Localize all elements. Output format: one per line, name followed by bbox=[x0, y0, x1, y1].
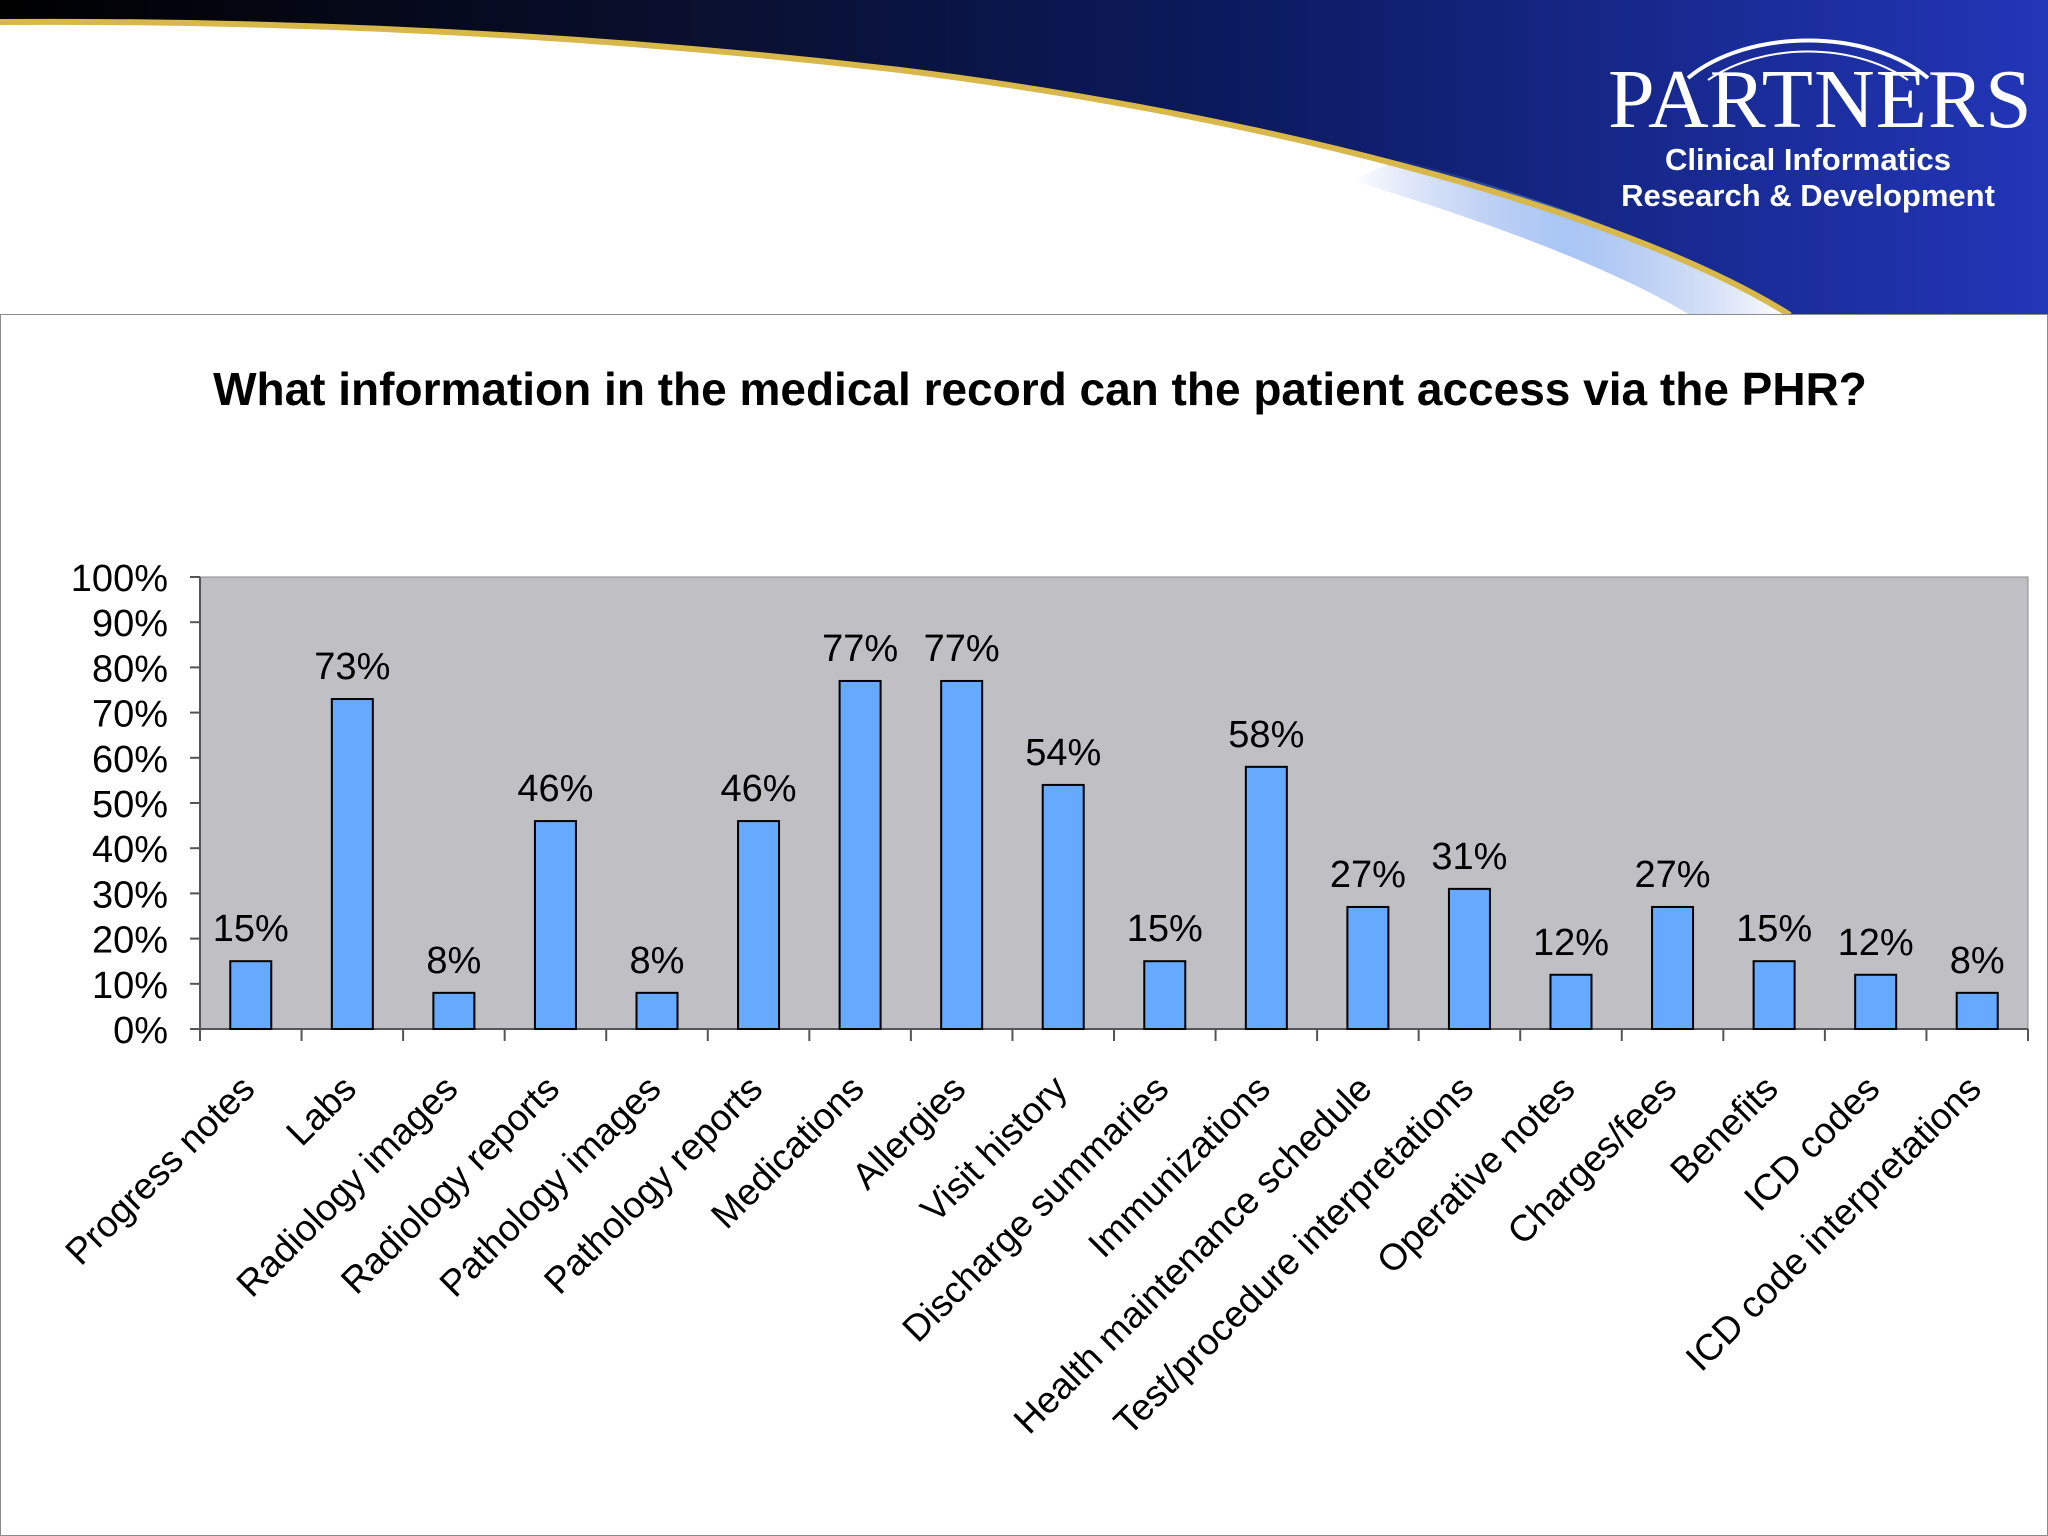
y-tick-label: 100% bbox=[71, 558, 168, 600]
data-label: 15% bbox=[1127, 908, 1203, 950]
partners-logo: PARTNERS Clinical Informatics Research &… bbox=[1608, 28, 2033, 214]
plot-area bbox=[199, 576, 2029, 1030]
chart-title: What information in the medical record c… bbox=[213, 363, 1867, 415]
data-label: 27% bbox=[1330, 854, 1406, 896]
data-label: 8% bbox=[426, 940, 481, 982]
bar bbox=[1854, 973, 1898, 1031]
bar bbox=[1447, 887, 1491, 1030]
y-tick-label: 80% bbox=[92, 648, 168, 690]
data-label: 46% bbox=[721, 768, 797, 810]
bar bbox=[1549, 973, 1593, 1031]
bar bbox=[330, 698, 374, 1030]
data-label: 54% bbox=[1025, 732, 1101, 774]
data-label: 27% bbox=[1635, 854, 1711, 896]
data-label: 46% bbox=[517, 768, 593, 810]
bar bbox=[838, 679, 882, 1031]
logo-brand: PARTNERS bbox=[1608, 53, 2033, 146]
bar bbox=[229, 960, 273, 1031]
y-tick-label: 10% bbox=[92, 965, 168, 1007]
bar bbox=[737, 820, 781, 1031]
bar bbox=[1041, 783, 1085, 1030]
bar bbox=[1346, 905, 1390, 1031]
y-tick-label: 20% bbox=[92, 920, 168, 962]
data-label: 15% bbox=[213, 908, 289, 950]
banner-photo-strip bbox=[1350, 160, 1790, 315]
bar bbox=[1143, 960, 1187, 1031]
logo-subtitle-2: Research & Development bbox=[1621, 178, 1995, 213]
y-tick-label: 70% bbox=[92, 694, 168, 736]
logo-arc-icon bbox=[1686, 38, 1930, 81]
x-category-label: Immunizations bbox=[1080, 1068, 1278, 1266]
y-tick-label: 90% bbox=[92, 603, 168, 645]
bar bbox=[1752, 960, 1796, 1031]
data-label: 77% bbox=[924, 628, 1000, 670]
y-tick-label: 30% bbox=[92, 874, 168, 916]
data-label: 73% bbox=[314, 646, 390, 688]
bar bbox=[635, 991, 679, 1031]
bar bbox=[1651, 905, 1695, 1031]
header-banner bbox=[0, 0, 2048, 315]
y-tick-label: 60% bbox=[92, 739, 168, 781]
y-tick-label: 40% bbox=[92, 829, 168, 871]
logo-subtitle-1: Clinical Informatics bbox=[1665, 142, 1951, 177]
y-tick-label: 0% bbox=[113, 1010, 168, 1052]
y-tick-label: 50% bbox=[92, 784, 168, 826]
bar bbox=[432, 991, 476, 1031]
bar bbox=[1955, 991, 1999, 1031]
data-label: 12% bbox=[1533, 922, 1609, 964]
x-category-label: Progress notes bbox=[57, 1068, 262, 1273]
data-label: 31% bbox=[1431, 836, 1507, 878]
data-label: 8% bbox=[630, 940, 685, 982]
data-label: 12% bbox=[1838, 922, 1914, 964]
bar bbox=[533, 820, 577, 1031]
bar bbox=[1244, 765, 1288, 1031]
data-label: 8% bbox=[1950, 940, 2005, 982]
data-label: 15% bbox=[1736, 908, 1812, 950]
data-label: 77% bbox=[822, 628, 898, 670]
gold-swoosh bbox=[0, 18, 1792, 315]
bar bbox=[940, 679, 984, 1031]
x-category-label: Labs bbox=[278, 1068, 364, 1154]
data-label: 58% bbox=[1228, 714, 1304, 756]
